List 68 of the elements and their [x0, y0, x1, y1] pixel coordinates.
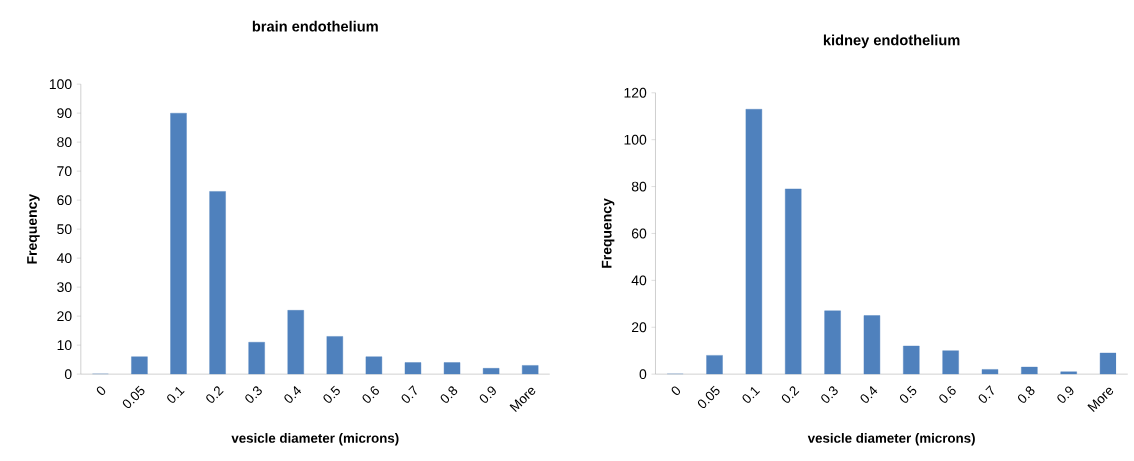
x-tick-label: 0.6 — [362, 386, 379, 403]
x-tick-label: 0.4 — [860, 386, 878, 403]
y-tick-label: 40 — [631, 275, 647, 286]
x-tick-label: 0.7 — [401, 385, 417, 403]
bar — [745, 109, 763, 375]
x-tick-label: 0.1 — [167, 386, 185, 403]
bar — [824, 310, 841, 375]
x-tick-label: 0.4 — [284, 386, 302, 403]
x-tick-label: 0.2 — [781, 386, 800, 403]
y-tick-label: 50 — [57, 224, 72, 235]
bar — [482, 368, 500, 375]
y-tick-label: 10 — [57, 340, 72, 351]
bar — [706, 355, 723, 375]
y-tick-label: 40 — [56, 253, 72, 264]
x-tick-label: 0.1 — [742, 386, 760, 403]
bar — [209, 191, 226, 375]
bar — [903, 345, 920, 375]
x-tick-label: 0.3 — [245, 386, 262, 403]
y-tick-label: 90 — [57, 108, 72, 119]
bar — [131, 356, 148, 375]
x-tick-label: 0.05 — [697, 385, 720, 409]
x-tick-label: 0.3 — [821, 386, 838, 403]
bar — [443, 362, 461, 375]
x-tick-label: 0 — [671, 386, 681, 395]
x-tick-label: 0.6 — [939, 386, 956, 403]
y-tick-label: 0 — [639, 369, 647, 380]
y-tick-label: 80 — [57, 137, 72, 148]
x-tick-label: 0.8 — [1017, 386, 1035, 403]
y-tick-label: 80 — [631, 181, 647, 192]
bar — [404, 362, 422, 375]
bar — [942, 350, 959, 375]
bar — [1060, 371, 1077, 375]
bar — [326, 336, 343, 375]
y-tick-label: 60 — [631, 228, 647, 239]
bar — [365, 356, 383, 375]
y-tick-label: 20 — [631, 322, 647, 333]
x-tick-label: 0.5 — [899, 385, 917, 403]
x-tick-label: 0 — [96, 386, 106, 395]
y-tick-label: 100 — [49, 79, 72, 90]
bar — [170, 112, 187, 375]
x-axis-title: vesicle diameter (microns) — [231, 433, 399, 446]
y-tick-label: 30 — [57, 282, 72, 293]
y-tick-label: 60 — [57, 195, 72, 206]
x-tick-label: 0.9 — [479, 386, 496, 403]
x-tick-label: 0.2 — [206, 386, 224, 403]
y-tick-label: 70 — [57, 166, 72, 177]
bar — [248, 342, 265, 375]
bar — [981, 369, 999, 375]
y-tick-label: 100 — [624, 134, 647, 145]
y-tick-label: 0 — [64, 369, 72, 380]
x-tick-label: 0.8 — [440, 386, 458, 403]
y-axis-title: Frequency — [27, 193, 40, 264]
bar — [287, 310, 304, 375]
x-tick-label: 0.05 — [122, 385, 145, 409]
x-tick-label: 0.7 — [978, 385, 994, 403]
chart-title: brain endothelium — [252, 20, 378, 32]
x-tick-label: 0.9 — [1057, 386, 1074, 403]
y-tick-label: 20 — [57, 311, 72, 322]
chart-title: kidney endothelium — [823, 34, 960, 49]
y-axis-title: Frequency — [601, 198, 615, 268]
x-tick-label: 0.5 — [323, 385, 340, 403]
bar — [785, 188, 802, 375]
bar — [522, 365, 539, 375]
x-axis-title: vesicle diameter (microns) — [807, 433, 975, 446]
bar — [1099, 352, 1117, 375]
y-tick-label: 120 — [624, 87, 647, 98]
bar — [863, 315, 881, 375]
bar — [1021, 366, 1038, 375]
